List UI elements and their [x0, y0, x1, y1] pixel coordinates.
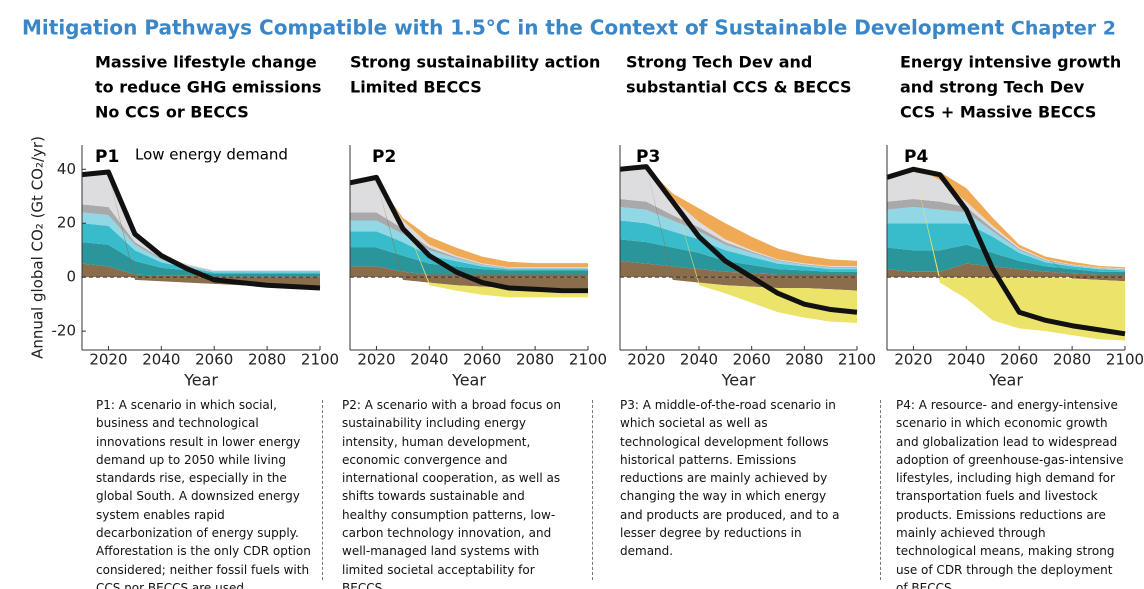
x-axis-label: Year	[183, 371, 218, 390]
x-tick-label: 2060	[1000, 351, 1038, 369]
panel-heading: substantial CCS & BECCS	[626, 78, 852, 97]
y-tick-label: 40	[57, 160, 76, 178]
x-tick-label: 2080	[785, 351, 823, 369]
y-tick-label: 20	[57, 214, 76, 232]
area-band	[620, 207, 857, 270]
area-band	[887, 223, 1125, 272]
panel-heading: Strong sustainability action	[350, 53, 600, 72]
area-band	[887, 166, 1125, 270]
area-band	[350, 180, 588, 268]
net-line	[619, 164, 858, 315]
panel-label: P4	[904, 147, 928, 167]
area-band	[350, 247, 588, 275]
panel-heading: CCS + Massive BECCS	[900, 103, 1096, 122]
x-tick-label: 2040	[142, 351, 180, 369]
panel-subtitle: Low energy demand	[135, 146, 288, 164]
y-axis-label: Annual global CO₂ (Gt CO₂/yr)	[29, 136, 47, 359]
x-tick-label: 2020	[894, 351, 932, 369]
area-band	[887, 263, 1125, 278]
separator	[592, 400, 593, 580]
panel-heading: and strong Tech Dev	[900, 78, 1085, 97]
area-band	[620, 260, 857, 278]
area-band	[350, 180, 588, 288]
area-band	[82, 223, 320, 274]
x-tick-label: 2020	[357, 351, 395, 369]
area-band	[350, 220, 588, 270]
x-tick-label: 2020	[89, 351, 127, 369]
separator	[880, 400, 881, 580]
y-tick-label: 0	[66, 268, 76, 286]
panel-heading: to reduce GHG emissions	[95, 78, 321, 97]
net-line	[349, 174, 588, 294]
figure-title: Mitigation Pathways Compatible with 1.5°…	[22, 16, 1005, 40]
area-band	[82, 263, 320, 278]
x-axis-label: Year	[988, 371, 1023, 390]
separator	[322, 400, 323, 580]
x-tick-label: 2100	[838, 351, 876, 369]
x-axis-label: Year	[721, 371, 756, 390]
panel-heading: Strong Tech Dev and	[626, 53, 812, 72]
x-tick-label: 2020	[627, 351, 665, 369]
area-band	[887, 166, 1125, 341]
description: P4: A resource- and energy-intensive sce…	[896, 398, 1124, 589]
x-tick-label: 2060	[195, 351, 233, 369]
area-band	[620, 220, 857, 272]
panel-heading: Limited BECCS	[350, 78, 482, 97]
description: P1: A scenario in which social, business…	[96, 398, 311, 589]
area-band	[620, 198, 857, 268]
x-tick-label: 2080	[1053, 351, 1091, 369]
x-tick-label: 2060	[463, 351, 501, 369]
area-band	[620, 166, 857, 267]
x-tick-label: 2100	[569, 351, 607, 369]
panel-heading: Massive lifestyle change	[95, 53, 317, 72]
panel-heading: No CCS or BECCS	[95, 103, 249, 122]
x-tick-label: 2040	[410, 351, 448, 369]
area-band	[82, 212, 320, 273]
x-tick-label: 2100	[1106, 351, 1144, 369]
net-line	[81, 169, 321, 291]
area-band	[620, 239, 857, 275]
panel-label: P3	[636, 147, 660, 167]
net-line	[886, 166, 1126, 337]
area-band	[887, 207, 1125, 271]
x-tick-label: 2060	[733, 351, 771, 369]
panel-label: P1	[95, 147, 119, 167]
area-band	[887, 244, 1125, 275]
chapter: Chapter 2	[1011, 18, 1116, 40]
panel-heading: Energy intensive growth	[900, 53, 1121, 72]
area-band	[82, 204, 320, 272]
panel-label: P2	[372, 147, 396, 167]
description: P3: A middle-of-the-road scenario in whi…	[620, 398, 840, 559]
y-tick-label: -20	[52, 322, 77, 340]
x-tick-label: 2080	[516, 351, 554, 369]
x-tick-label: 2100	[301, 351, 339, 369]
description: P2: A scenario with a broad focus on sus…	[342, 398, 562, 589]
area-band	[620, 166, 857, 291]
x-tick-label: 2080	[248, 351, 286, 369]
area-band	[350, 231, 588, 271]
x-tick-label: 2040	[680, 351, 718, 369]
area-band	[350, 212, 588, 269]
x-axis-label: Year	[451, 371, 486, 390]
x-tick-label: 2040	[947, 351, 985, 369]
area-band	[82, 242, 320, 277]
area-band	[887, 198, 1125, 270]
